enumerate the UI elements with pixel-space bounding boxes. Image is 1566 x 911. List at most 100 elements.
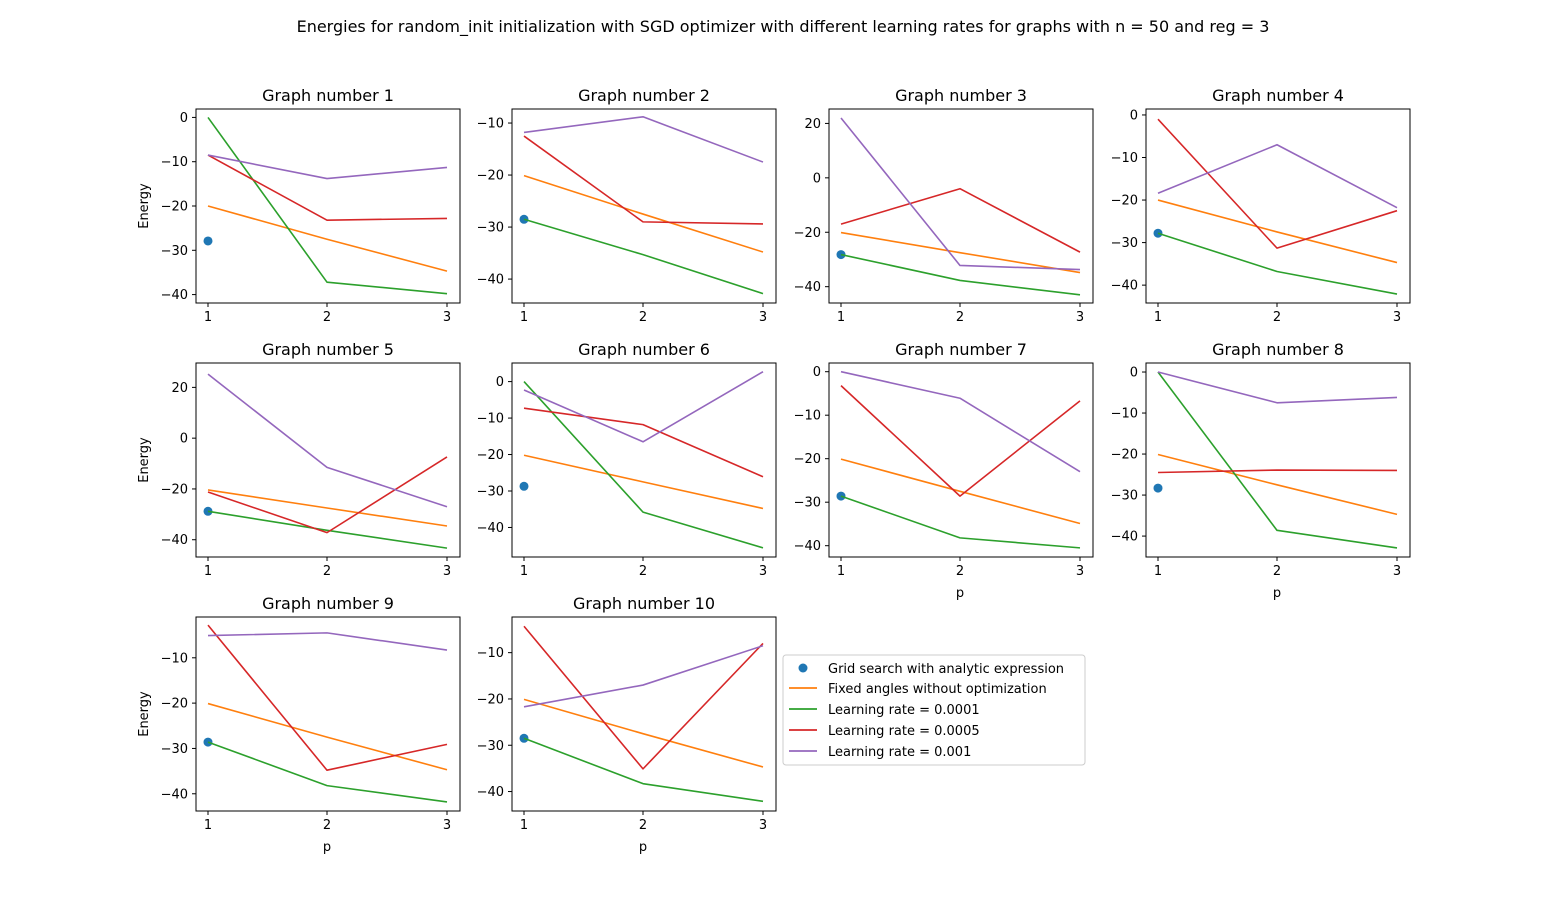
legend: Grid search with analytic expression Fix…	[782, 654, 1086, 766]
series-line-3	[1157, 469, 1398, 474]
series-line-4	[207, 373, 448, 508]
series-line-3	[840, 187, 1081, 253]
y-tick-label: −40	[794, 539, 821, 554]
legend-item-grid-search: Grid search with analytic expression	[798, 662, 1064, 677]
y-tick-label: 20	[804, 117, 821, 132]
axes-frame	[828, 108, 1094, 304]
x-tick-label: 2	[323, 564, 331, 579]
y-tick-label: −40	[477, 273, 504, 288]
series-line-2	[523, 218, 764, 295]
y-tick-label: −40	[161, 288, 188, 303]
x-axis-label: p	[956, 586, 964, 601]
subplots: Graph number 1 1 2 3 0 −10 −20 −30 −40 Energy Grap…	[137, 86, 1411, 855]
x-axis-label: p	[639, 840, 647, 855]
x-axis-label: p	[323, 840, 331, 855]
y-axis-label: Energy	[137, 183, 152, 229]
y-tick-label: −20	[477, 169, 504, 184]
x-tick-label: 2	[639, 564, 647, 579]
series-line-2	[840, 253, 1081, 296]
subplot-title: Graph number 6	[578, 340, 710, 359]
series-line-3	[207, 456, 448, 534]
legend-label: Fixed angles without optimization	[828, 682, 1047, 697]
x-tick-label: 1	[204, 818, 212, 833]
y-tick-label: 0	[813, 171, 821, 186]
x-tick-label: 1	[837, 310, 845, 325]
series-line-1	[207, 702, 448, 771]
series-line-2	[840, 495, 1081, 549]
series-line-2	[523, 737, 764, 803]
y-tick-label: −40	[161, 787, 188, 802]
y-tick-label: 0	[496, 375, 504, 390]
y-tick-label: −30	[1111, 489, 1138, 504]
series-line-2	[207, 116, 448, 295]
y-tick-label: 0	[813, 365, 821, 380]
series-line-3	[523, 407, 764, 478]
series-line-2	[207, 741, 448, 803]
subplot-title: Graph number 10	[573, 594, 715, 613]
x-tick-label: 1	[204, 310, 212, 325]
x-tick-label: 1	[520, 310, 528, 325]
axes-frame	[1145, 362, 1411, 558]
figure-title: Energies for random_init initialization …	[297, 17, 1270, 37]
series-line-4	[523, 116, 764, 163]
x-tick-label: 2	[1273, 564, 1281, 579]
series-line-2	[1157, 371, 1398, 549]
subplot-graph-4: Graph number 4 1 2 3 0 −10 −20 −30 −40	[1111, 86, 1411, 325]
subplot-graph-6: Graph number 6 1 2 3 0 −10 −20 −30 −40	[477, 340, 777, 579]
x-tick-label: 3	[1393, 310, 1401, 325]
x-tick-label: 2	[323, 818, 331, 833]
y-axis-label: Energy	[137, 437, 152, 483]
x-tick-label: 1	[204, 564, 212, 579]
series-line-3	[523, 625, 764, 770]
legend-item-lr-0.0005: Learning rate = 0.0005	[789, 724, 980, 739]
series-line-1	[1157, 199, 1398, 264]
series-line-4	[840, 370, 1081, 473]
axes-frame	[828, 362, 1094, 558]
y-tick-label: 20	[171, 381, 188, 396]
axes-frame	[511, 616, 777, 812]
y-axis-label: Energy	[137, 691, 152, 737]
axes-frame	[511, 362, 777, 558]
y-tick-label: −30	[1111, 236, 1138, 251]
grid-search-point	[519, 481, 529, 491]
y-tick-label: −20	[1111, 194, 1138, 209]
y-tick-label: −10	[477, 117, 504, 132]
series-line-1	[207, 205, 448, 272]
subplot-graph-10: Graph number 10 1 2 3 −10 −20 −30 −40 p	[477, 594, 777, 855]
subplot-graph-3: Graph number 3 1 2 3 20 0 −20 −40	[794, 86, 1094, 325]
subplot-title: Graph number 1	[262, 86, 394, 105]
x-tick-label: 1	[837, 564, 845, 579]
y-tick-label: −20	[477, 692, 504, 707]
y-tick-label: 0	[1130, 366, 1138, 381]
legend-frame	[782, 654, 1086, 766]
y-tick-label: −40	[477, 521, 504, 536]
grid-search-point	[203, 236, 213, 246]
series-line-1	[840, 231, 1081, 274]
x-tick-label: 1	[520, 564, 528, 579]
y-tick-label: −10	[161, 651, 188, 666]
y-tick-label: −40	[1111, 530, 1138, 545]
subplot-title: Graph number 9	[262, 594, 394, 613]
series-line-3	[523, 135, 764, 225]
subplot-graph-5: Graph number 5 1 2 3 20 0 −20 −40 Energy	[137, 340, 461, 579]
subplot-graph-2: Graph number 2 1 2 3 −10 −20 −30 −40	[477, 86, 777, 325]
series-line-1	[523, 698, 764, 768]
series-line-1	[523, 454, 764, 510]
y-tick-label: −40	[477, 785, 504, 800]
y-tick-label: −30	[161, 742, 188, 757]
y-tick-label: −20	[161, 697, 188, 712]
series-line-2	[1157, 232, 1398, 295]
series-line-4	[207, 154, 448, 180]
subplot-title: Graph number 4	[1212, 86, 1344, 105]
axes-frame	[511, 108, 777, 304]
x-tick-label: 3	[443, 564, 451, 579]
y-tick-label: −40	[794, 280, 821, 295]
y-tick-label: −10	[794, 409, 821, 424]
y-tick-label: −10	[1111, 407, 1138, 422]
y-tick-label: −40	[1111, 279, 1138, 294]
y-tick-label: 0	[180, 432, 188, 447]
x-tick-label: 1	[520, 818, 528, 833]
y-tick-label: −30	[477, 484, 504, 499]
legend-label: Learning rate = 0.001	[828, 745, 971, 760]
